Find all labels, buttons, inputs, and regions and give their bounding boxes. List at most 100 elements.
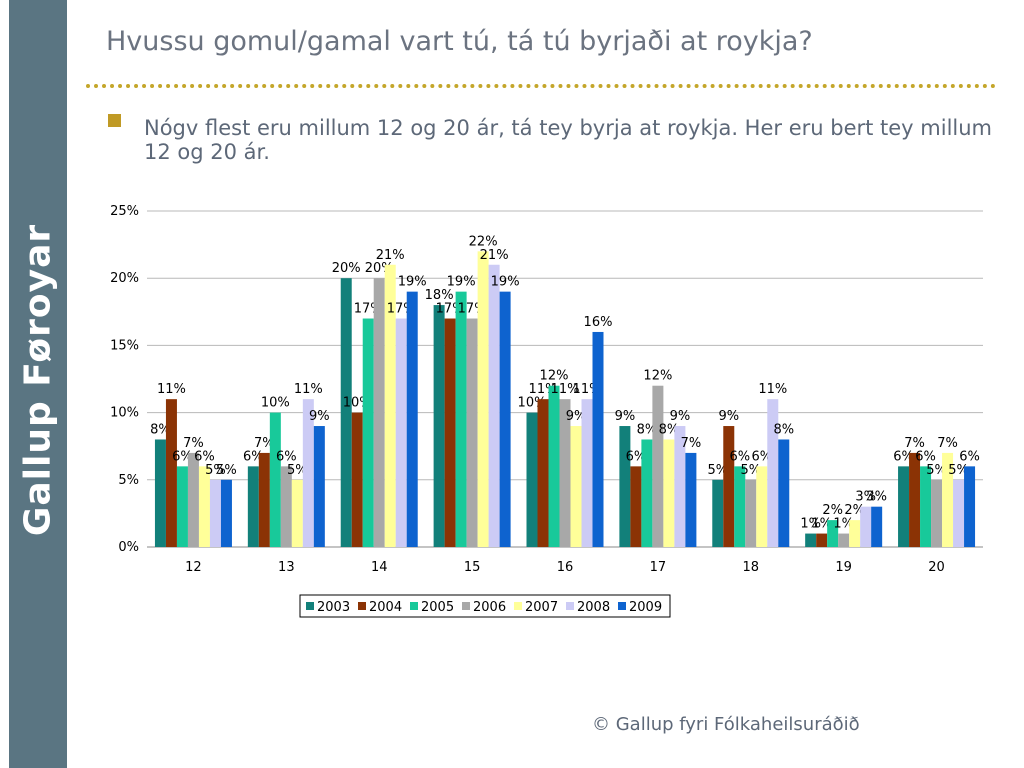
legend-label: 2007 bbox=[525, 600, 558, 615]
data-label: 8% bbox=[659, 422, 680, 437]
data-label: 20% bbox=[332, 261, 361, 276]
bar bbox=[291, 479, 303, 547]
bar bbox=[581, 399, 593, 547]
bar bbox=[860, 506, 872, 547]
bullet-square-icon bbox=[108, 114, 121, 127]
legend-box bbox=[299, 594, 671, 618]
data-label: 9% bbox=[670, 409, 691, 424]
bar bbox=[816, 533, 828, 547]
data-label: 11% bbox=[758, 382, 787, 397]
bar bbox=[570, 426, 582, 547]
legend-swatch bbox=[410, 602, 418, 610]
legend-swatch bbox=[514, 602, 522, 610]
y-tick-label: 25% bbox=[110, 204, 139, 219]
bar bbox=[373, 278, 385, 547]
x-tick-label: 12 bbox=[185, 560, 202, 575]
bar bbox=[805, 533, 817, 547]
bar bbox=[674, 426, 686, 547]
bar bbox=[559, 399, 571, 547]
legend-label: 2004 bbox=[369, 600, 402, 615]
title-divider bbox=[86, 84, 996, 88]
bar bbox=[455, 291, 467, 547]
bar bbox=[406, 291, 418, 547]
data-label: 9% bbox=[615, 409, 636, 424]
y-tick-label: 15% bbox=[110, 338, 139, 353]
bar bbox=[898, 466, 910, 547]
bar bbox=[652, 385, 664, 547]
bar bbox=[630, 466, 642, 547]
data-label: 9% bbox=[718, 409, 739, 424]
legend-label: 2008 bbox=[577, 600, 610, 615]
x-tick-label: 15 bbox=[464, 560, 481, 575]
data-label: 6% bbox=[194, 449, 215, 464]
bar bbox=[488, 264, 500, 547]
legend-swatch bbox=[358, 602, 366, 610]
bar bbox=[220, 479, 232, 547]
x-tick-label: 19 bbox=[835, 560, 852, 575]
y-tick-label: 10% bbox=[110, 406, 139, 421]
bar bbox=[477, 251, 489, 547]
bar bbox=[247, 466, 259, 547]
legend-label: 2006 bbox=[473, 600, 506, 615]
bar bbox=[154, 439, 166, 547]
data-label: 6% bbox=[915, 449, 936, 464]
data-label: 1% bbox=[811, 517, 832, 532]
data-label: 6% bbox=[276, 449, 297, 464]
data-label: 1% bbox=[833, 517, 854, 532]
bar bbox=[767, 399, 779, 547]
bar bbox=[340, 278, 352, 547]
data-label: 22% bbox=[469, 234, 498, 249]
bar bbox=[526, 412, 538, 547]
data-label: 7% bbox=[183, 436, 204, 451]
data-label: 6% bbox=[751, 449, 772, 464]
chart-svg: 0%5%10%15%20%25%8%11%6%7%6%5%5%126%7%10%… bbox=[110, 204, 983, 618]
legend-label: 2003 bbox=[317, 600, 350, 615]
legend-swatch bbox=[618, 602, 626, 610]
data-label: 2% bbox=[822, 503, 843, 518]
data-label: 6% bbox=[243, 449, 264, 464]
bar bbox=[685, 452, 697, 547]
data-label: 5% bbox=[740, 463, 761, 478]
page-title: Hvussu gomul/gamal vart tú, tá tú byrjað… bbox=[106, 26, 813, 57]
data-label: 11% bbox=[157, 382, 186, 397]
bar bbox=[849, 520, 861, 547]
bar bbox=[756, 466, 768, 547]
data-label: 19% bbox=[491, 275, 520, 290]
data-label: 6% bbox=[959, 449, 980, 464]
data-label: 18% bbox=[425, 288, 454, 303]
side-band bbox=[9, 0, 67, 768]
legend-swatch bbox=[462, 602, 470, 610]
bar bbox=[931, 479, 943, 547]
bar bbox=[395, 318, 407, 547]
bar bbox=[712, 479, 724, 547]
bar bbox=[942, 452, 954, 547]
brand-logo-text: Gallup Føroyar bbox=[17, 223, 59, 537]
data-label: 21% bbox=[376, 248, 405, 263]
bar bbox=[165, 399, 177, 547]
bar bbox=[302, 399, 314, 547]
data-label: 19% bbox=[398, 275, 427, 290]
data-label: 6% bbox=[729, 449, 750, 464]
data-label: 7% bbox=[254, 436, 275, 451]
bullet-text: Nógv flest eru millum 12 og 20 ár, tá te… bbox=[144, 116, 993, 164]
data-label: 5% bbox=[216, 463, 237, 478]
x-tick-label: 14 bbox=[371, 560, 388, 575]
data-label: 6% bbox=[172, 449, 193, 464]
x-tick-label: 13 bbox=[278, 560, 295, 575]
bar bbox=[548, 385, 560, 547]
bar bbox=[964, 466, 976, 547]
x-tick-label: 17 bbox=[650, 560, 667, 575]
y-tick-label: 20% bbox=[110, 271, 139, 286]
data-label: 10% bbox=[261, 396, 290, 411]
data-label: 5% bbox=[287, 463, 308, 478]
data-label: 7% bbox=[937, 436, 958, 451]
bar bbox=[187, 452, 199, 547]
bar bbox=[269, 412, 281, 547]
data-label: 5% bbox=[707, 463, 728, 478]
bar bbox=[827, 520, 839, 547]
bar bbox=[499, 291, 511, 547]
legend-swatch bbox=[306, 602, 314, 610]
bar bbox=[909, 452, 921, 547]
data-label: 5% bbox=[205, 463, 226, 478]
bar bbox=[871, 506, 883, 547]
